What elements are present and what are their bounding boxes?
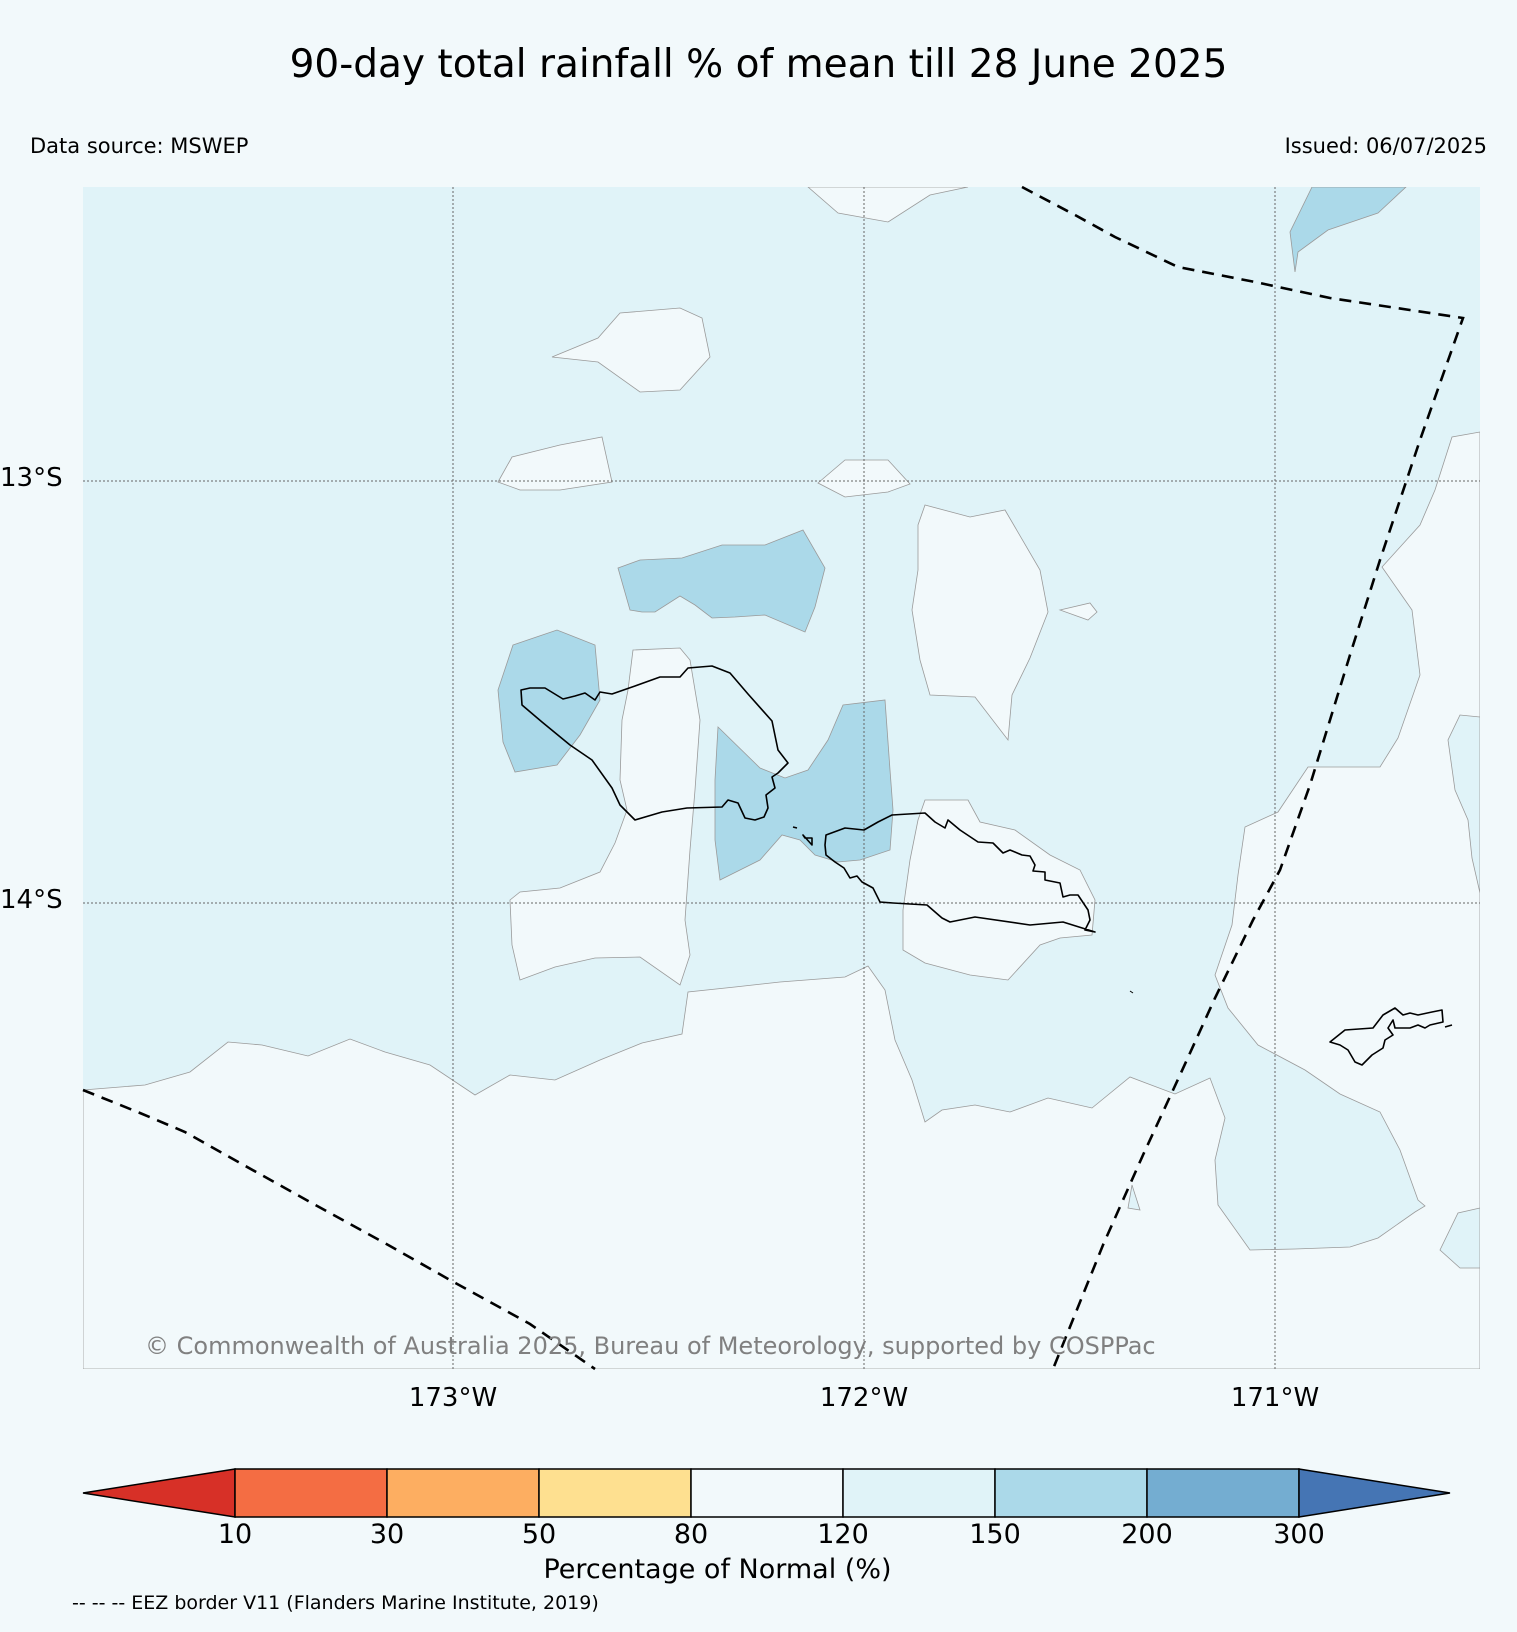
- colorbar-bin-200-300: [1146, 1468, 1300, 1518]
- colorbar-bin-30-50: [386, 1468, 540, 1518]
- rain-class-80-120-patch-1: [551, 307, 711, 393]
- copyright-notice: © Commonwealth of Australia 2025, Bureau…: [145, 1332, 1156, 1360]
- data-source-label: Data source: MSWEP: [30, 134, 249, 158]
- graticule: [83, 187, 1480, 1369]
- colorbar-tick-300: 300: [1273, 1519, 1325, 1550]
- issued-date-label: Issued: 06/07/2025: [1284, 134, 1487, 158]
- colorbar-tick-30: 30: [369, 1519, 405, 1550]
- rain-class-80-120-patch-3: [817, 459, 911, 498]
- rain-class-80-120-patch-5: [911, 504, 1049, 742]
- colorbar-bin-150-200: [994, 1468, 1148, 1518]
- rain-class-80-120-patch-2: [497, 436, 613, 491]
- longitude-label-173w: 173°W: [408, 1383, 498, 1413]
- rain-class-150-200-west-region: [497, 629, 601, 773]
- small-islet-coastline: [1129, 990, 1134, 994]
- page-title: 90-day total rainfall % of mean till 28 …: [289, 42, 1228, 87]
- rain-class-80-120-central-region: [509, 647, 701, 986]
- rain-class-80-120-south-region: [83, 431, 1480, 1369]
- colorbar-label: Percentage of Normal (%): [543, 1554, 892, 1585]
- colorbar-bin-80-120: [690, 1468, 844, 1518]
- rain-class-150-200-northeast-region: [1289, 187, 1407, 273]
- longitude-label-172w: 172°W: [819, 1383, 909, 1413]
- latitude-label-14s: 14°S: [0, 885, 63, 915]
- longitude-label-171w: 171°W: [1230, 1383, 1320, 1413]
- colorbar-tick-10: 10: [217, 1519, 253, 1550]
- colorbar-extend-low: [82, 1468, 236, 1518]
- colorbar: [82, 1468, 1451, 1518]
- rain-class-120-150-southeast-patch: [1439, 1207, 1480, 1269]
- colorbar-bin-120-150: [842, 1468, 996, 1518]
- colorbar-extend-high: [1298, 1468, 1451, 1518]
- upolu-island-coastline: [792, 812, 1096, 933]
- colorbar-tick-50: 50: [521, 1519, 557, 1550]
- rain-class-120-150-east-patch: [1447, 714, 1480, 894]
- rain-class-80-120-eastern-region: [902, 799, 1096, 981]
- colorbar-tick-150: 150: [969, 1519, 1021, 1550]
- colorbar-tick-200: 200: [1121, 1519, 1173, 1550]
- tutuila-island-coastline: [1329, 1007, 1453, 1066]
- rain-class-80-120-patch-4: [807, 187, 969, 223]
- latitude-label-13s: 13°S: [0, 463, 63, 493]
- colorbar-tick-120: 120: [817, 1519, 869, 1550]
- savaii-island-coastline: [520, 665, 789, 821]
- colorbar-bin-10-30: [234, 1468, 388, 1518]
- rain-class-120-150-south-fleck: [1127, 1184, 1141, 1211]
- rain-class-150-200-central-region: [714, 699, 894, 881]
- colorbar-tick-80: 80: [673, 1519, 709, 1550]
- eez-border: [82, 185, 1465, 1371]
- rain-class-80-120-patch-6: [1058, 602, 1098, 621]
- colorbar-bin-50-80: [538, 1468, 692, 1518]
- eez-legend-note: -- -- -- EEZ border V11 (Flanders Marine…: [72, 1592, 599, 1614]
- rain-class-150-200-north-region: [617, 529, 826, 633]
